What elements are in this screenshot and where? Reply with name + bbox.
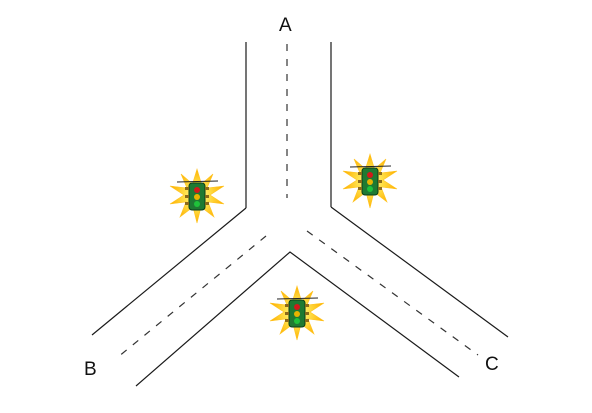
road-b-upper-edge — [91, 207, 247, 336]
road-b-c-inner-edge — [135, 251, 460, 387]
label-c: C — [485, 354, 499, 375]
label-a: A — [279, 15, 292, 36]
label-b: B — [84, 359, 97, 380]
traffic-light-icon — [342, 153, 398, 209]
lane-divider-c — [306, 230, 479, 356]
lane-divider-b — [117, 235, 267, 358]
traffic-light-icon — [169, 168, 225, 224]
road-c-upper-edge — [330, 206, 509, 338]
traffic-light-icon — [269, 285, 325, 341]
